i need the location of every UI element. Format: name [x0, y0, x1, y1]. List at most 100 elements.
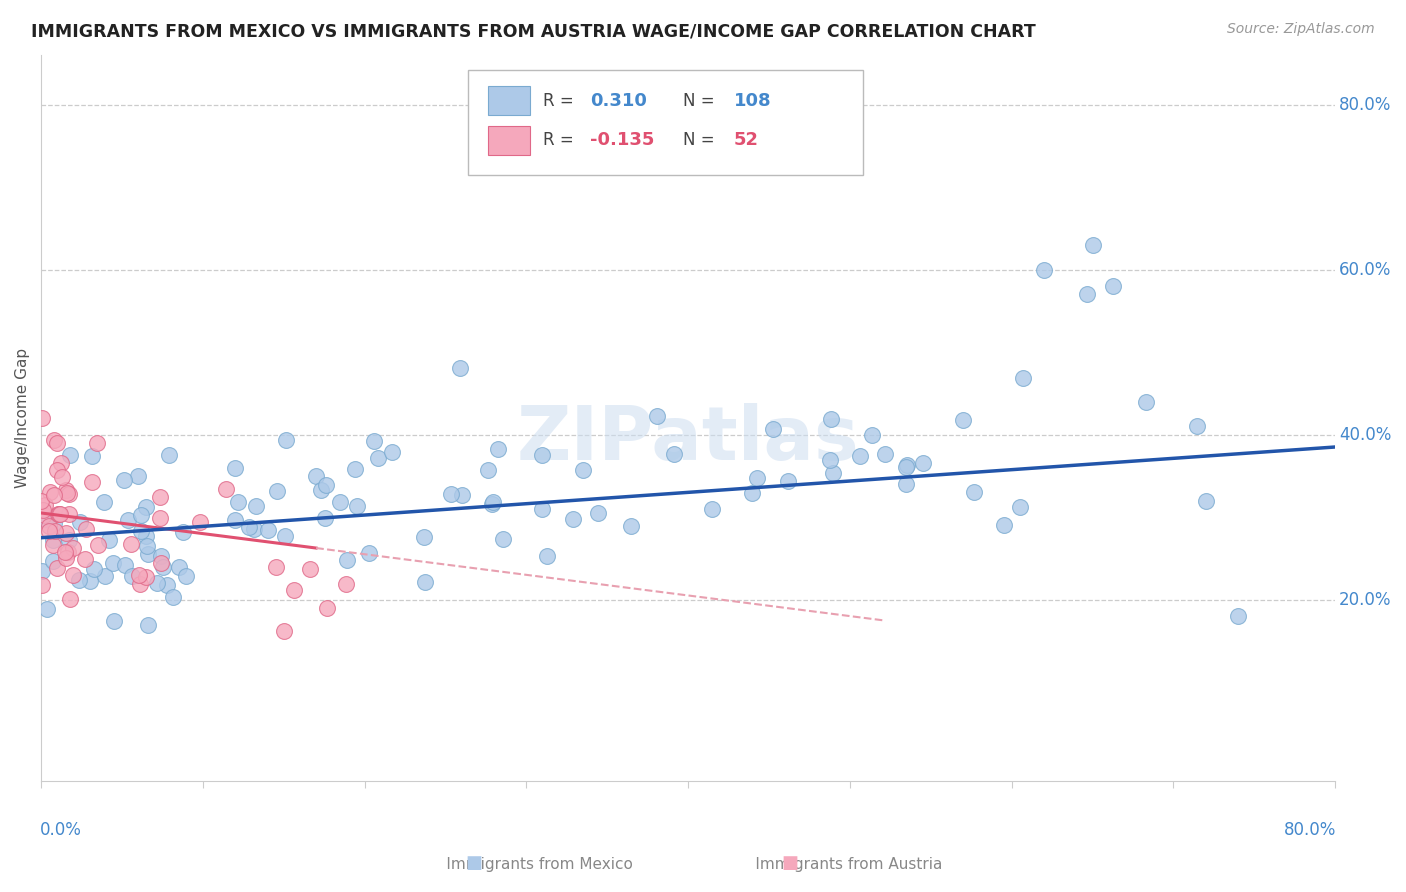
- Point: [1008, 500, 1031, 514]
- Point: [620, 518, 643, 533]
- Point: [135, 528, 157, 542]
- Point: [477, 463, 499, 477]
- Point: [120, 537, 142, 551]
- Bar: [488, 87, 530, 115]
- Point: [530, 502, 553, 516]
- Point: [31, 564, 53, 578]
- Point: [31, 578, 53, 592]
- FancyBboxPatch shape: [468, 70, 863, 175]
- Text: Source: ZipAtlas.com: Source: ZipAtlas.com: [1227, 22, 1375, 37]
- Point: [56, 545, 79, 559]
- Point: [51, 470, 73, 484]
- Point: [162, 590, 184, 604]
- Point: [156, 578, 179, 592]
- Point: [336, 553, 359, 567]
- Point: [993, 518, 1015, 533]
- Point: [849, 449, 872, 463]
- Point: [238, 520, 260, 534]
- Point: [329, 495, 352, 509]
- Text: IMMIGRANTS FROM MEXICO VS IMMIGRANTS FROM AUSTRIA WAGE/INCOME GAP CORRELATION CH: IMMIGRANTS FROM MEXICO VS IMMIGRANTS FRO…: [31, 22, 1036, 40]
- Point: [896, 458, 918, 472]
- Point: [242, 522, 264, 536]
- Text: R =: R =: [543, 131, 579, 149]
- Point: [53, 545, 76, 559]
- Point: [174, 568, 197, 582]
- Text: ■: ■: [465, 855, 482, 872]
- Point: [896, 459, 918, 474]
- Point: [152, 559, 174, 574]
- Point: [149, 510, 172, 524]
- Point: [128, 577, 150, 591]
- Point: [1227, 609, 1250, 624]
- Point: [42, 433, 65, 447]
- Point: [87, 538, 110, 552]
- Point: [367, 451, 389, 466]
- Point: [1102, 279, 1125, 293]
- Point: [49, 456, 72, 470]
- Point: [67, 573, 90, 587]
- Point: [662, 447, 685, 461]
- Point: [536, 549, 558, 564]
- Point: [586, 506, 609, 520]
- Point: [167, 560, 190, 574]
- Point: [41, 538, 63, 552]
- Point: [55, 550, 77, 565]
- Point: [121, 569, 143, 583]
- Point: [149, 490, 172, 504]
- Point: [245, 499, 267, 513]
- Point: [645, 409, 668, 423]
- Point: [55, 483, 77, 497]
- Point: [264, 559, 287, 574]
- Point: [283, 582, 305, 597]
- Point: [256, 523, 278, 537]
- Point: [75, 522, 97, 536]
- Point: [482, 495, 505, 509]
- Point: [136, 548, 159, 562]
- Text: N =: N =: [683, 131, 720, 149]
- Point: [58, 507, 80, 521]
- Point: [80, 475, 103, 489]
- Point: [530, 449, 553, 463]
- Point: [135, 500, 157, 515]
- Point: [357, 546, 380, 560]
- Point: [31, 411, 53, 425]
- Point: [127, 469, 149, 483]
- Point: [93, 495, 115, 509]
- Point: [135, 570, 157, 584]
- Point: [103, 614, 125, 628]
- Point: [266, 484, 288, 499]
- Point: [46, 436, 69, 450]
- Point: [101, 556, 124, 570]
- Point: [299, 562, 322, 576]
- Point: [150, 549, 173, 563]
- Point: [98, 533, 121, 548]
- Point: [48, 507, 70, 521]
- Point: [273, 624, 295, 638]
- Point: [30, 494, 52, 508]
- Point: [129, 508, 152, 522]
- Point: [481, 497, 503, 511]
- Point: [1033, 262, 1056, 277]
- Point: [761, 422, 783, 436]
- Point: [146, 575, 169, 590]
- Point: [486, 442, 509, 456]
- Point: [451, 488, 474, 502]
- Point: [42, 516, 65, 531]
- Point: [952, 413, 974, 427]
- Point: [346, 500, 368, 514]
- Text: 0.310: 0.310: [591, 92, 647, 110]
- Point: [344, 462, 367, 476]
- Point: [136, 618, 159, 632]
- Point: [46, 507, 69, 521]
- Point: [48, 508, 70, 522]
- Text: ■: ■: [782, 855, 799, 872]
- Point: [311, 483, 333, 498]
- Text: ZIPatlas: ZIPatlas: [517, 403, 859, 476]
- Point: [224, 460, 246, 475]
- Point: [83, 562, 105, 576]
- Point: [741, 486, 763, 500]
- Point: [562, 512, 585, 526]
- Text: N =: N =: [683, 92, 720, 110]
- Point: [157, 448, 180, 462]
- Point: [128, 567, 150, 582]
